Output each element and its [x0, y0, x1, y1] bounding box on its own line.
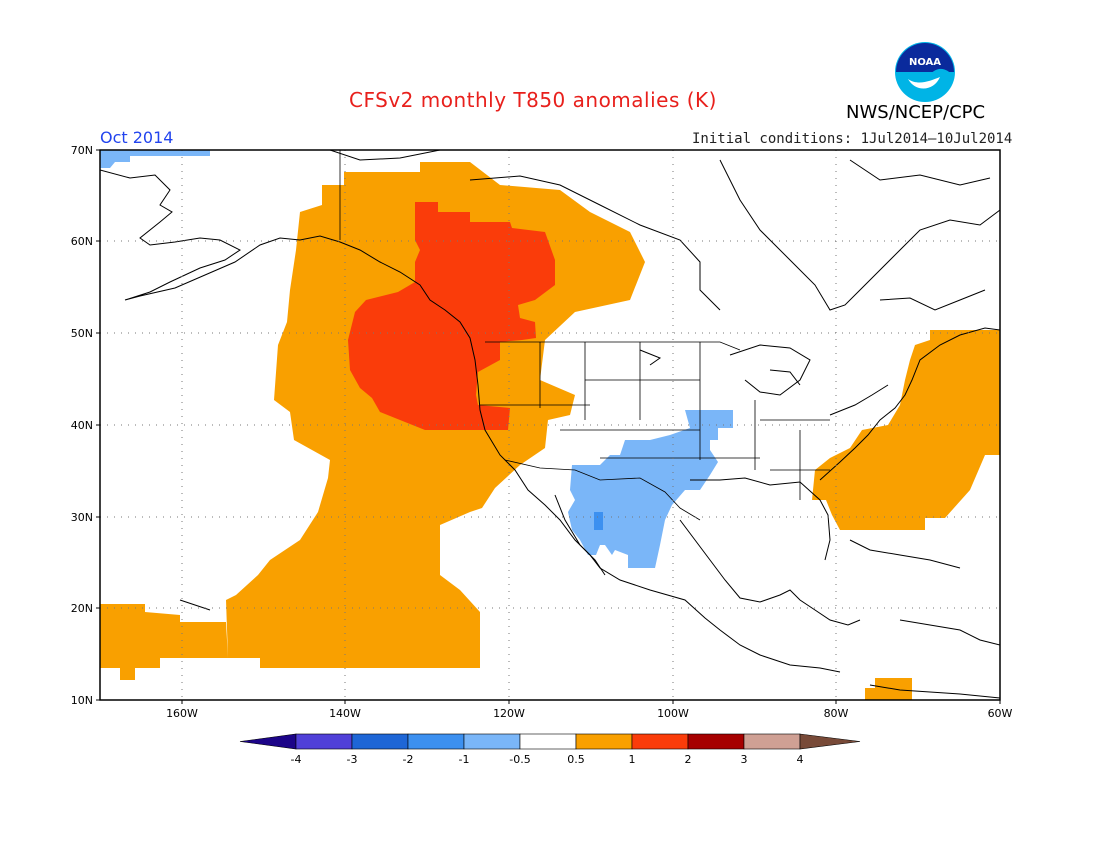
cool-anomaly-arctic — [100, 150, 210, 168]
lat-label: 10N — [71, 694, 93, 707]
noaa-logo: NOAA — [895, 42, 955, 102]
lon-label: 100W — [657, 707, 689, 720]
colorbar-swatch — [295, 733, 353, 750]
cooler-anomaly-patch — [594, 512, 603, 530]
colorbar-swatch — [743, 733, 801, 750]
coastlines — [100, 150, 1000, 699]
colorbar-swatch — [687, 733, 745, 750]
lat-label: 20N — [71, 602, 93, 615]
lon-label: 160W — [166, 707, 198, 720]
political-boundaries — [339, 150, 830, 521]
colorbar-tick-label: -4 — [291, 753, 302, 766]
colorbar-swatch — [575, 733, 633, 750]
forecast-month: Oct 2014 — [100, 128, 174, 147]
map-grid — [100, 150, 1000, 700]
colorbar-under-arrow — [239, 733, 297, 750]
chart-title: CFSv2 monthly T850 anomalies (K) — [349, 88, 717, 112]
colorbar-tick-label: -0.5 — [509, 753, 530, 766]
colorbar-tick-label: 3 — [741, 753, 748, 766]
lat-label: 40N — [71, 419, 93, 432]
lon-label: 60W — [988, 707, 1013, 720]
colorbar-tick-label: 2 — [685, 753, 692, 766]
colorbar-swatch — [519, 733, 577, 750]
colorbar-tick-label: -1 — [459, 753, 470, 766]
lat-label: 50N — [71, 327, 93, 340]
colorbar-tick-label: -3 — [347, 753, 358, 766]
colorbar-tick-label: 0.5 — [567, 753, 585, 766]
organization-label: NWS/NCEP/CPC — [846, 102, 986, 123]
noaa-logo-text: NOAA — [909, 57, 941, 68]
warm-anomaly-atlantic — [812, 330, 1000, 530]
lat-label: 60N — [71, 235, 93, 248]
lat-label: 30N — [71, 511, 93, 524]
warm-anomaly-pacific — [100, 162, 645, 680]
lon-label: 140W — [329, 707, 361, 720]
colorbar-labels: -4 -3 -2 -1 -0.5 0.5 1 2 3 4 — [291, 753, 804, 766]
colorbar-swatch — [463, 733, 521, 750]
colorbar-swatch — [407, 733, 465, 750]
colorbar-swatch — [631, 733, 689, 750]
lat-label: 70N — [71, 144, 93, 157]
colorbar-over-arrow — [799, 733, 861, 750]
colorbar-tick-label: -2 — [403, 753, 414, 766]
colorbar-tick-label: 1 — [629, 753, 636, 766]
lon-label: 120W — [493, 707, 525, 720]
cool-anomaly-southwest — [568, 410, 733, 568]
colorbar-tick-label: 4 — [797, 753, 804, 766]
colorbar — [239, 733, 861, 750]
warm-anomaly-caribbean — [865, 678, 912, 700]
initial-conditions-label: Initial conditions: 1Jul2014–10Jul2014 — [692, 131, 1013, 147]
strong-warm-anomaly-pnw — [348, 202, 555, 430]
colorbar-swatch — [351, 733, 409, 750]
lon-label: 80W — [824, 707, 849, 720]
